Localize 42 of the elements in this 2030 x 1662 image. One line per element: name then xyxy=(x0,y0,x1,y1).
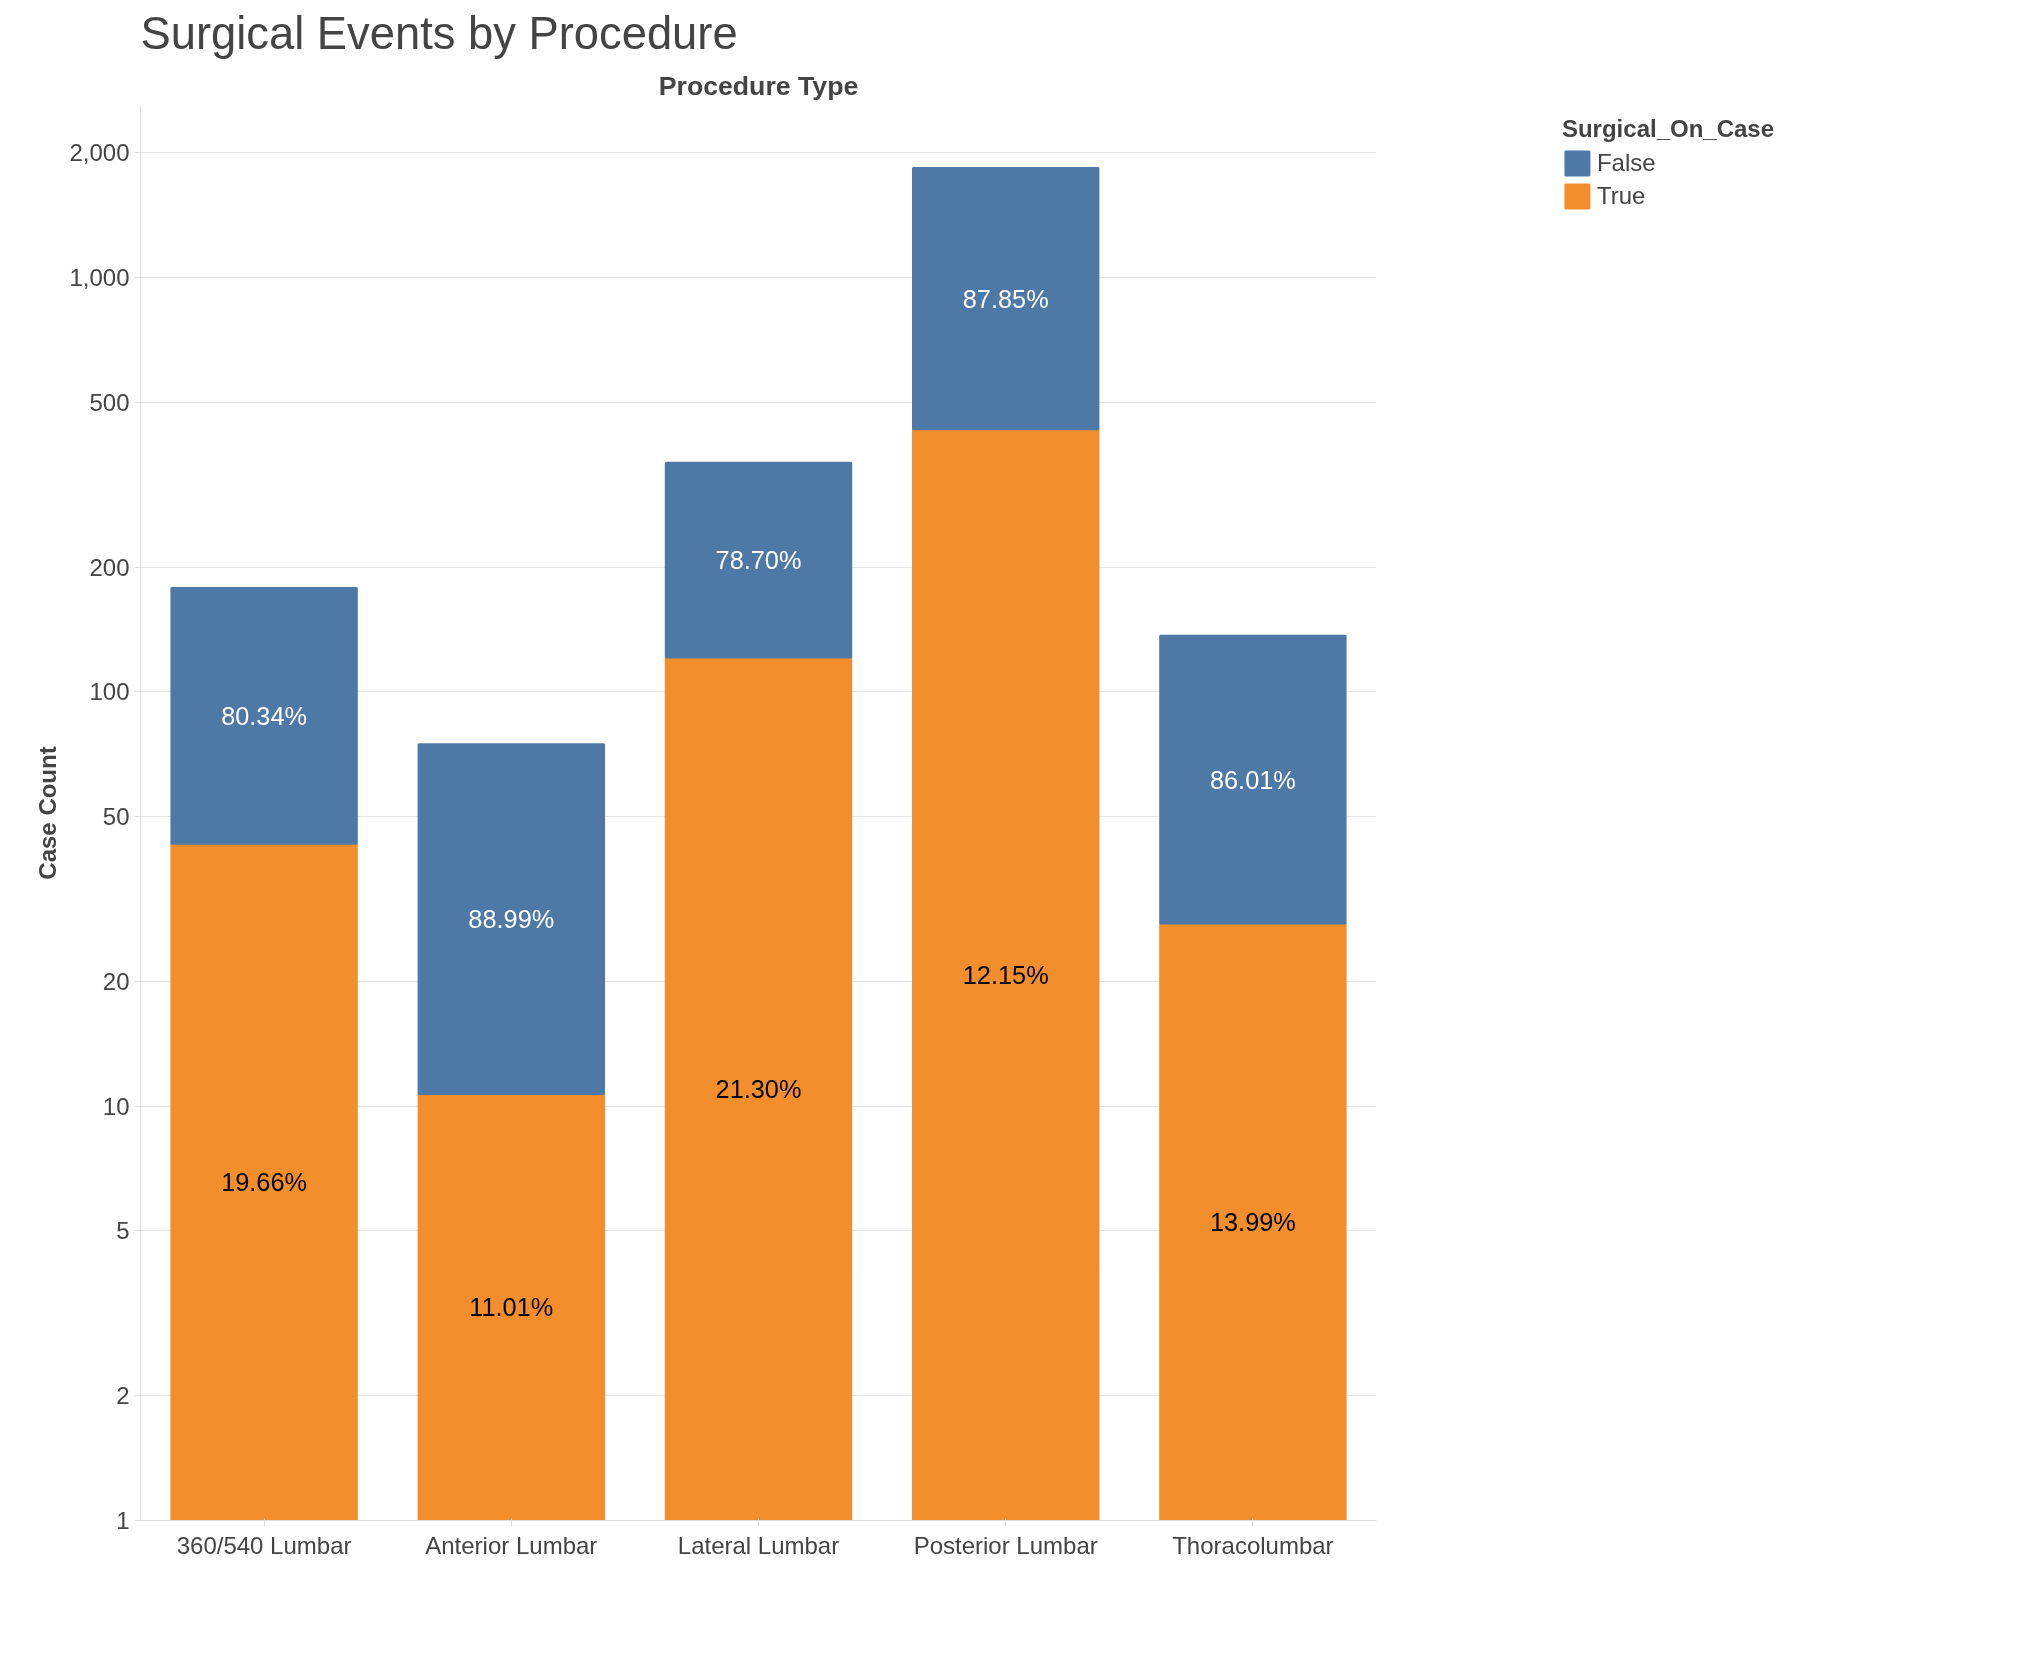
bar xyxy=(664,461,853,659)
annotation: 21.30% xyxy=(715,1075,802,1103)
legend-title: Surgical_On_Case xyxy=(1561,115,1775,143)
x-tick-label: 360/540 Lumbar xyxy=(176,1531,352,1559)
y-tick-label: 20 xyxy=(102,967,130,995)
annotation: 88.99% xyxy=(468,905,555,934)
bar xyxy=(1159,634,1347,925)
annotation: 86.01% xyxy=(1209,765,1296,794)
bar xyxy=(664,656,853,1521)
legend-label: False xyxy=(1596,149,1656,177)
annotation: 87.85% xyxy=(962,284,1049,313)
y-tick-label: 500 xyxy=(89,388,130,416)
bar xyxy=(912,428,1100,1521)
x-tick-label: Thoracolumbar xyxy=(1172,1531,1334,1559)
bar xyxy=(417,743,605,1095)
annotation: 12.15% xyxy=(962,960,1049,989)
annotation: 19.66% xyxy=(221,1168,308,1197)
x-axis-title: Procedure Type xyxy=(658,70,859,101)
bar xyxy=(1159,922,1347,1521)
y-tick-label: 2,000 xyxy=(69,139,130,167)
bar xyxy=(417,1092,605,1521)
x-tick-label: Posterior Lumbar xyxy=(913,1531,1098,1559)
y-tick-label: 100 xyxy=(89,678,130,706)
y-tick-label: 1 xyxy=(116,1507,130,1534)
annotation: 13.99% xyxy=(1209,1207,1296,1236)
annotation: 78.70% xyxy=(715,546,802,575)
y-tick-label: 1,000 xyxy=(69,263,130,291)
y-tick-label: 200 xyxy=(89,553,130,581)
y-tick-label: 2 xyxy=(116,1382,130,1410)
annotation: 80.34% xyxy=(221,701,308,730)
y-tick-label: 50 xyxy=(102,803,130,831)
annotation: 11.01% xyxy=(469,1293,554,1322)
bar xyxy=(912,167,1100,431)
bar xyxy=(170,842,358,1521)
chart-title: Surgical Events by Procedure xyxy=(140,7,738,59)
y-axis-title: Case Count xyxy=(34,746,62,880)
x-tick-label: Anterior Lumbar xyxy=(425,1531,598,1559)
y-tick-label: 5 xyxy=(116,1217,130,1245)
legend-label: True xyxy=(1596,182,1646,210)
bar xyxy=(170,587,358,845)
y-tick-label: 10 xyxy=(102,1092,130,1120)
x-tick-label: Lateral Lumbar xyxy=(677,1531,840,1559)
